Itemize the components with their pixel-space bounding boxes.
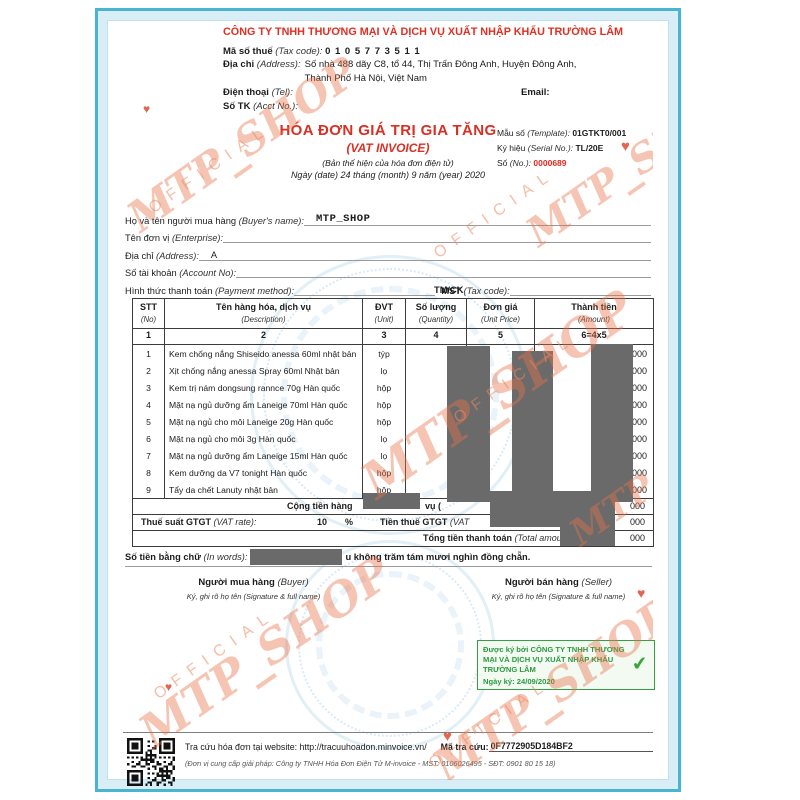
qr-code xyxy=(127,738,175,786)
email-label: Email: xyxy=(521,86,550,98)
official-watermark: OFFICIAL xyxy=(150,606,279,703)
items-table: STT (No) 1 Tên hàng hóa, dịch vụ (Descripti… xyxy=(132,298,654,547)
buyer-unit-line: Tên đơn vị (Enterprise): xyxy=(125,226,651,243)
buyer-section: Họ và tên người mua hàng (Buyer's name):… xyxy=(125,208,652,296)
seller-signature-block: Người bán hàng (Seller) Ký, ghi rõ họ tê… xyxy=(491,577,626,601)
heart-icon: ♥ xyxy=(143,102,151,116)
serial-value: TL/20E xyxy=(575,143,604,153)
invoice-display-note: (Bản thể hiện của hóa đơn điện tử) xyxy=(322,158,454,168)
redaction-bar xyxy=(490,491,567,527)
payment-method-value: TM/CK xyxy=(434,284,464,295)
serial-line: Ký hiệu (Serial No.): TL/20E xyxy=(497,143,604,153)
redaction-bar xyxy=(591,344,633,502)
checkmark-icon: ✔ xyxy=(630,653,649,676)
invoice-title: HÓA ĐƠN GIÁ TRỊ GIA TĂNG xyxy=(279,122,497,139)
grand-total-amount: 000 xyxy=(629,533,645,543)
redaction-bar xyxy=(512,351,553,502)
payment-method-line: Hình thức thanh toán (Payment method): T… xyxy=(125,278,652,296)
company-tax-line: Mã số thuế (Tax code): 0 1 0 5 7 7 3 5 1… xyxy=(223,45,421,57)
table-body: 1 Kem chống nắng Shiseido anessa 60ml nhậ… xyxy=(133,344,653,498)
invoice-number-value: 0000689 xyxy=(533,158,567,168)
vat-rate-value: 10 xyxy=(317,517,328,527)
buyer-address-line: Địa chỉ (Address): A xyxy=(125,243,651,261)
emblem-watermark xyxy=(285,540,495,750)
company-tel-line: Điện thoại (Tel): Email: xyxy=(223,86,550,98)
amount-in-words-fragment: u không trăm tám mươi nghìn đồng chẵn. xyxy=(345,552,531,562)
buyer-address-value: A xyxy=(210,249,218,260)
invoice-date-line: Ngày (date) 24 tháng (month) 9 năm (year… xyxy=(290,170,486,180)
redaction-bar xyxy=(363,493,420,509)
buyer-account-line: Số tài khoản (Account No): xyxy=(125,261,651,278)
heart-icon: ♥ xyxy=(165,680,173,694)
vat-amount: 000 xyxy=(629,517,645,527)
lookup-line: Tra cứu hóa đơn tại website: http://trac… xyxy=(185,741,653,752)
invoice-page: CÔNG TY TNHH THƯƠNG MẠI VÀ DỊCH VỤ XUẤT … xyxy=(95,8,681,792)
table-header: STT (No) 1 Tên hàng hóa, dịch vụ (Descripti… xyxy=(133,299,653,344)
company-name: CÔNG TY TNHH THƯƠNG MẠI VÀ DỊCH VỤ XUẤT … xyxy=(223,26,624,38)
signed-by-text: Được ký bởi CÔNG TY TNHH THƯƠNG MẠI VÀ D… xyxy=(483,645,625,674)
page-border-band: CÔNG TY TNHH THƯƠNG MẠI VÀ DỊCH VỤ XUẤT … xyxy=(98,11,678,789)
redaction-bar xyxy=(447,346,490,502)
subtotal-amount: 000 xyxy=(629,501,645,511)
invoice-meta: Mẫu số (Template): 01GTKT0/001 Ký hiệu (… xyxy=(497,126,653,171)
vat-row: Thuế suất GTGT (VAT rate): 10 % Tiền thu… xyxy=(133,514,653,530)
amount-in-words-line: Số tiền bằng chữ (In words): u không tră… xyxy=(125,548,652,567)
form-number-line: Mẫu số (Template): 01GTKT0/001 xyxy=(497,128,627,138)
buyer-name-line: Họ và tên người mua hàng (Buyer's name):… xyxy=(125,208,651,226)
company-tax-code: 0 1 0 5 7 7 3 5 1 1 xyxy=(325,45,421,57)
company-address-line: Địa chỉ (Address): Số nhà 488 dãy C8, tổ… xyxy=(223,59,577,85)
invoice-number-line: Số (No.): 0000689 xyxy=(497,158,567,168)
form-number-value: 01GTKT0/001 xyxy=(572,128,627,138)
invoice-subtitle: (VAT INVOICE) xyxy=(346,141,430,155)
signing-date: 24/09/2020 xyxy=(516,676,555,686)
digital-signature-stamp: Được ký bởi CÔNG TY TNHH THƯƠNG MẠI VÀ D… xyxy=(477,640,655,690)
grand-total-row: Tổng tiền thanh toán (Total amount): 000 xyxy=(133,530,653,546)
lookup-code: 0F7772905D184BF2 xyxy=(488,741,575,752)
redaction-bar xyxy=(250,549,343,565)
company-account-line: Số TK (Acct No.): xyxy=(223,100,298,112)
provider-line: (Đơn vị cung cấp giải pháp: Công ty TNHH… xyxy=(185,759,556,768)
buyer-signature-block: Người mua hàng (Buyer) Ký, ghi rõ họ tên… xyxy=(186,577,321,601)
company-header: CÔNG TY TNHH THƯƠNG MẠI VÀ DỊCH VỤ XUẤT … xyxy=(223,25,649,113)
buyer-name-value: MTP_SHOP xyxy=(315,212,371,225)
invoice-title-block: HÓA ĐƠN GIÁ TRỊ GIA TĂNG (VAT INVOICE) (… xyxy=(123,122,653,180)
redaction-bar xyxy=(560,491,615,546)
footer-strip: Tra cứu hóa đơn tại website: http://trac… xyxy=(123,732,653,786)
